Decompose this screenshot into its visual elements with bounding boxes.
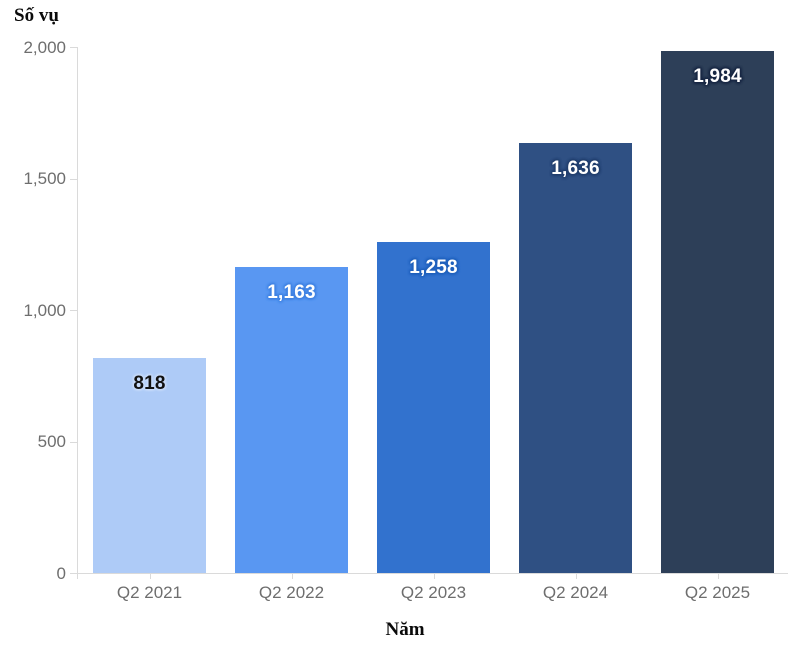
x-axis-title: Năm [385, 619, 425, 640]
x-tick-label: Q2 2023 [400, 583, 467, 602]
y-tick-label: 2,000 [23, 37, 66, 57]
bar-value-label: 818 [133, 373, 166, 394]
x-tick-label: Q2 2021 [116, 583, 183, 602]
bar-q2-2025: 1,984 [661, 51, 774, 573]
bar-q2-2024: 1,636 [519, 143, 632, 573]
x-tick-mark [149, 573, 151, 579]
x-tick-label: Q2 2025 [684, 583, 751, 602]
y-tick-label: 0 [56, 563, 66, 583]
y-axis-title: Số vụ [14, 5, 59, 26]
y-tick-label: 1,000 [23, 300, 66, 320]
x-tick-mark [575, 573, 577, 579]
bar-q2-2022: 1,163 [235, 267, 348, 573]
x-axis-baseline [77, 573, 788, 574]
y-tick-mark [70, 47, 78, 48]
bar-value-label: 1,636 [551, 158, 600, 179]
bar-value-label: 1,163 [267, 282, 316, 303]
bar-value-label: 1,984 [693, 66, 742, 87]
y-tick-label: 1,500 [23, 169, 66, 188]
y-tick-mark [70, 441, 78, 443]
x-tick-mark [433, 573, 435, 579]
y-tick-mark [70, 310, 78, 311]
y-tick-label: 500 [37, 432, 66, 451]
y-tick-mark [70, 178, 78, 180]
x-tick-mark [717, 573, 719, 579]
x-tick-mark [291, 573, 293, 579]
x-tick-label: Q2 2022 [258, 583, 325, 602]
bar-q2-2021: 818 [93, 358, 206, 573]
y-axis-line [77, 47, 78, 579]
bar-value-label: 1,258 [409, 257, 458, 278]
bar-q2-2023: 1,258 [377, 242, 490, 573]
x-tick-label: Q2 2024 [542, 583, 609, 602]
y-tick-mark [70, 573, 78, 574]
